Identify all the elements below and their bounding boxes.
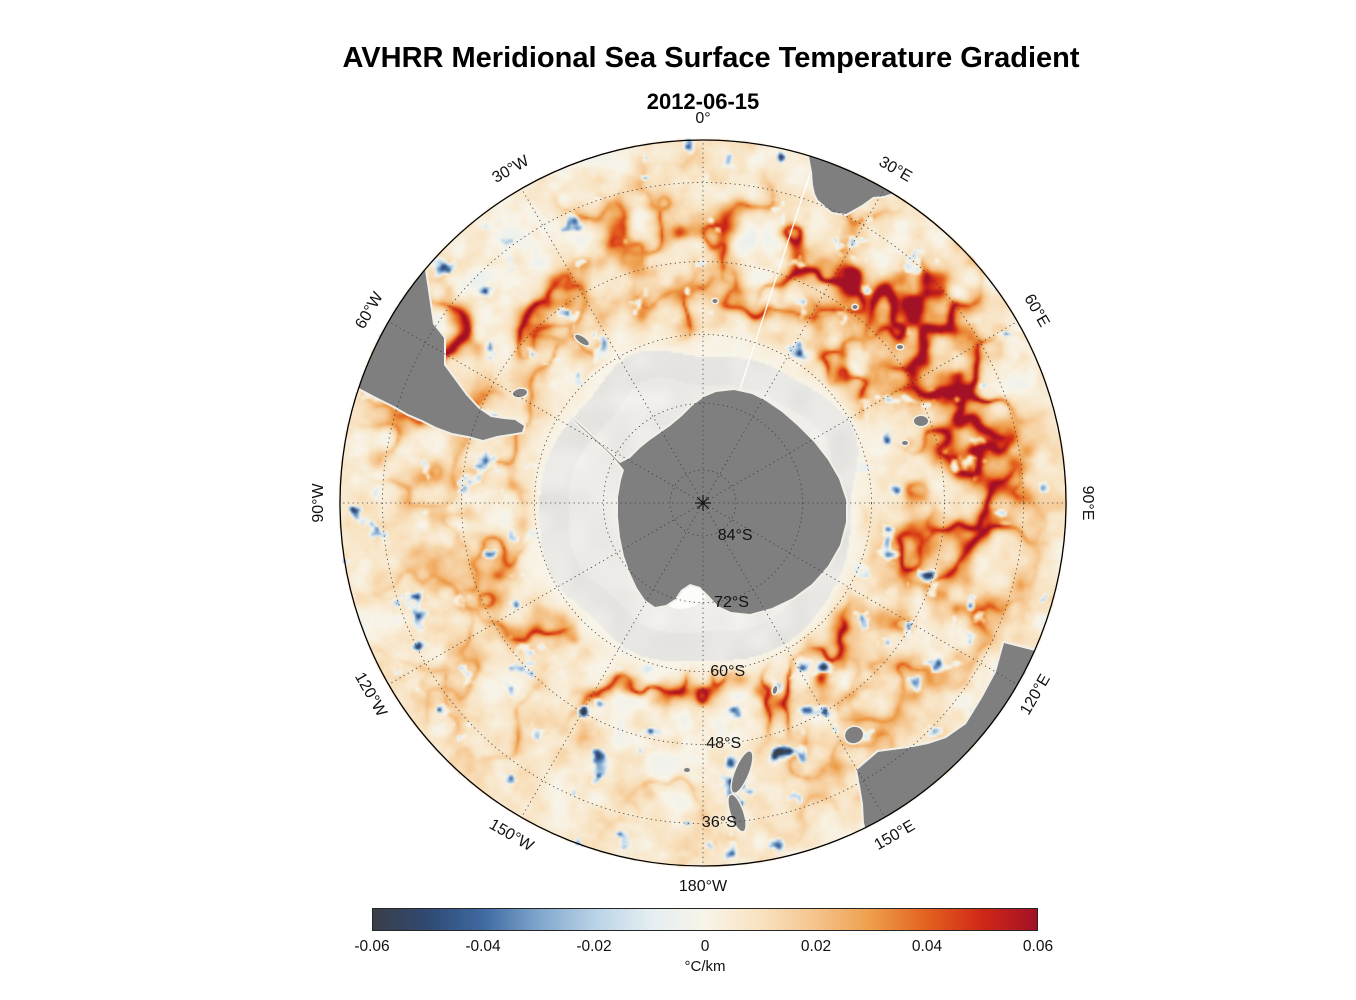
new-zealand-north-island-landmass (727, 793, 747, 833)
macquarie-island-landmass (771, 684, 779, 696)
colorbar-gradient (372, 908, 1038, 931)
colorbar-tick-0: -0.06 (354, 938, 390, 955)
kerguelen-landmass (912, 414, 930, 428)
landmasses (340, 140, 1066, 866)
australia-landmass (855, 608, 1066, 866)
new-zealand-south-island-landmass (730, 749, 754, 795)
figure-title: AVHRR Meridional Sea Surface Temperature… (342, 42, 1080, 74)
antarctica-landmass (569, 388, 848, 616)
figure-subtitle: 2012-06-15 (646, 89, 760, 114)
africa-landmass (807, 140, 895, 216)
south-georgia-landmass (573, 333, 591, 347)
latitude-circle-36S (382, 182, 1024, 824)
falkland-islands-landmass (511, 387, 529, 399)
colorbar-unit-label: °C/km (684, 958, 726, 975)
chatham-islands-landmass (682, 766, 692, 774)
tasmania-landmass (843, 725, 865, 745)
colorbar-tick-5: 0.04 (911, 938, 943, 955)
bouvet-island-landmass (711, 297, 719, 305)
colorbar: -0.06 -0.04 -0.02 0 0.02 0.04 0.06 °C/km (354, 908, 1053, 975)
map-boundary-circle (339, 139, 1067, 867)
latitude-circle-60S (534, 334, 872, 672)
latitude-circle-84S (669, 469, 737, 537)
colorbar-tick-2: -0.02 (576, 938, 612, 955)
heard-island-landmass (900, 439, 910, 447)
graticule (340, 140, 1066, 866)
colorbar-tick-4: 0.02 (800, 938, 832, 955)
colorbar-tick-6: 0.06 (1022, 938, 1054, 955)
crozet-islands-landmass (895, 343, 905, 351)
south-pole-marker (695, 495, 711, 511)
latitude-circle-72S (602, 402, 804, 604)
colorbar-tick-3: 0 (700, 938, 710, 955)
colorbar-tick-labels: -0.06 -0.04 -0.02 0 0.02 0.04 0.06 (354, 938, 1053, 957)
colorbar-tick-1: -0.04 (465, 938, 501, 955)
prince-edward-islands-landmass (851, 303, 859, 311)
